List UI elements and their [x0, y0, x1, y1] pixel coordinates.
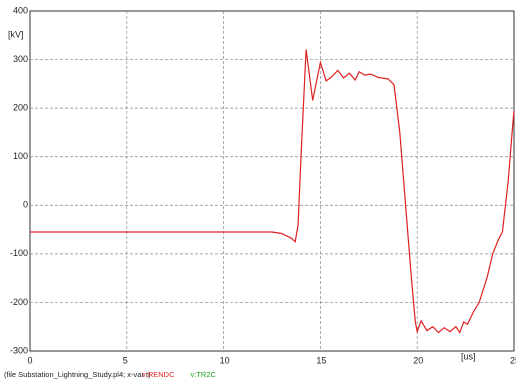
plot-frame: [29, 10, 515, 352]
x-axis-label: [us]: [461, 351, 476, 361]
y-tick-label: -100: [10, 248, 28, 258]
y-tick-label: 400: [13, 5, 28, 15]
x-tick-label: 5: [123, 355, 128, 365]
legend-entry: v:RENDC: [142, 370, 175, 379]
y-tick-label: 0: [23, 200, 28, 210]
x-tick-label: 15: [316, 355, 326, 365]
y-axis-label: [kV]: [8, 29, 24, 39]
y-tick-label: -300: [10, 345, 28, 355]
y-tick-label: 100: [13, 151, 28, 161]
x-tick-label: 20: [413, 355, 423, 365]
y-tick-label: -200: [10, 297, 28, 307]
caption: (file Substation_Lightning_Study.pl4; x-…: [4, 370, 151, 379]
x-tick-label: 10: [220, 355, 230, 365]
series-line: [30, 49, 515, 334]
legend-entry: v:TR2C: [191, 370, 217, 379]
y-tick-label: 200: [13, 103, 28, 113]
y-tick-label: 300: [13, 54, 28, 64]
x-tick-label: 0: [27, 355, 32, 365]
x-tick-label: 25: [510, 355, 516, 365]
